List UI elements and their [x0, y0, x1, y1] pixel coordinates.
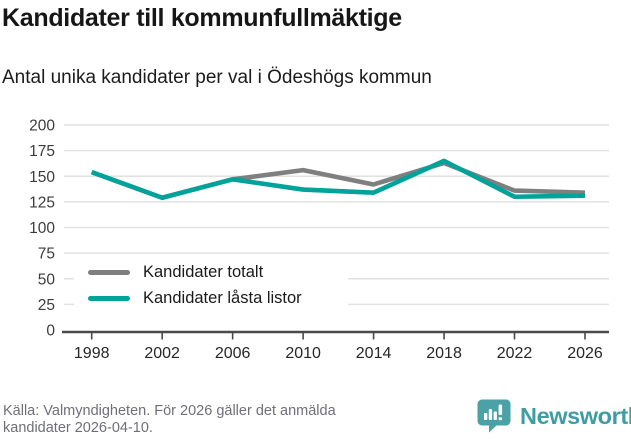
source-note-line1: Källa: Valmyndigheten. För 2026 gäller d…: [3, 403, 336, 419]
x-axis-label: 2018: [426, 345, 462, 362]
source-note-line2: kandidater 2026-04-10.: [3, 420, 153, 437]
y-axis-label: 0: [46, 323, 55, 340]
page-title: Kandidater till kommunfullmäktige: [2, 4, 402, 32]
y-axis-label: 75: [38, 246, 55, 263]
x-axis-label: 2014: [356, 345, 392, 362]
source-note: Källa: Valmyndigheten. För 2026 gäller d…: [3, 403, 473, 437]
legend-label: Kandidater totalt: [143, 262, 264, 281]
y-axis-label: 100: [29, 220, 55, 237]
y-axis-label: 50: [38, 271, 56, 288]
x-axis-label: 2010: [285, 345, 321, 362]
series-line-lasta-listor: [90, 158, 586, 201]
y-axis-label: 175: [29, 143, 55, 160]
line-chart: 0 25 50 75 100 125 150 175 200 1998 2002 2006 2010 20…: [29, 118, 609, 362]
y-axis-label: 200: [29, 118, 55, 135]
newsworthy-logo[interactable]: Newsworthy: [477, 399, 631, 433]
y-axis-label: 150: [29, 169, 55, 186]
bar-chart-speech-bubble-icon: [477, 399, 511, 433]
x-axis-label: 2026: [567, 345, 603, 362]
x-axis-label: 2006: [215, 345, 251, 362]
legend-swatch-gray-line: [88, 269, 130, 275]
y-axis-label: 25: [38, 297, 55, 314]
x-axis-label: 2022: [497, 345, 533, 362]
x-axis-label: 1998: [74, 345, 110, 362]
y-axis-label: 125: [29, 194, 55, 211]
x-axis-label: 2002: [144, 345, 180, 362]
newsworthy-wordmark: Newsworthy: [520, 402, 631, 429]
legend-item-totalt: Kandidater totalt: [88, 259, 348, 285]
chart-legend: Kandidater totalt Kandidater låsta listo…: [74, 256, 348, 315]
legend-item-lasta-listor: Kandidater låsta listor: [88, 285, 348, 311]
legend-swatch-teal-line: [88, 295, 130, 301]
legend-label: Kandidater låsta listor: [143, 288, 302, 307]
page-subtitle: Antal unika kandidater per val i Ödeshög…: [2, 67, 432, 88]
